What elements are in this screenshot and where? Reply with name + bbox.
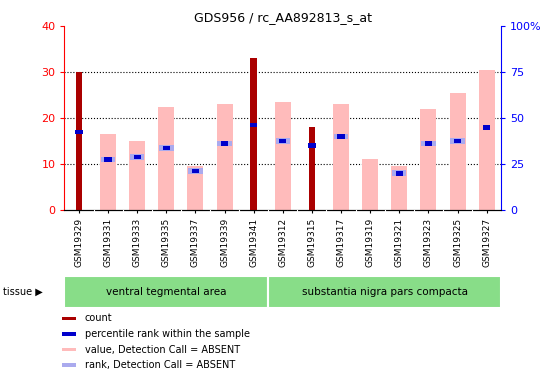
Bar (391, 166, 407, 210)
Bar (62, 363, 76, 367)
Bar (337, 134, 344, 139)
Bar (450, 138, 465, 144)
Bar (76, 72, 82, 210)
Bar (101, 157, 115, 162)
Bar (162, 146, 170, 150)
Bar (276, 138, 290, 144)
Text: ventral tegmental area: ventral tegmental area (106, 286, 227, 297)
Bar (268, 276, 501, 308)
Bar (75, 130, 83, 134)
Text: rank, Detection Call = ABSENT: rank, Detection Call = ABSENT (85, 360, 235, 370)
Text: GSM19341: GSM19341 (249, 218, 258, 267)
Bar (221, 141, 228, 146)
Bar (362, 159, 378, 210)
Bar (217, 141, 232, 146)
Text: GSM19315: GSM19315 (307, 218, 316, 267)
Text: GSM19331: GSM19331 (104, 218, 113, 267)
Bar (424, 141, 432, 146)
Bar (308, 143, 315, 148)
Bar (309, 128, 315, 210)
Bar (454, 139, 461, 143)
Text: GSM19319: GSM19319 (366, 218, 375, 267)
Bar (479, 70, 494, 210)
Text: GSM19335: GSM19335 (162, 218, 171, 267)
Bar (483, 125, 491, 130)
Bar (392, 171, 407, 176)
Bar (192, 169, 199, 173)
Text: GSM19329: GSM19329 (74, 218, 83, 267)
Text: GSM19317: GSM19317 (337, 218, 346, 267)
Bar (450, 93, 465, 210)
Bar (158, 106, 174, 210)
Text: GSM19312: GSM19312 (278, 218, 287, 267)
Text: GSM19321: GSM19321 (395, 218, 404, 267)
Text: GSM19325: GSM19325 (453, 218, 462, 267)
Text: GSM19323: GSM19323 (424, 218, 433, 267)
Text: GSM19327: GSM19327 (482, 218, 491, 267)
Bar (62, 332, 76, 336)
Text: value, Detection Call = ABSENT: value, Detection Call = ABSENT (85, 345, 240, 355)
Text: percentile rank within the sample: percentile rank within the sample (85, 329, 250, 339)
Bar (333, 104, 349, 210)
Bar (279, 139, 286, 143)
Bar (275, 102, 291, 210)
Text: tissue ▶: tissue ▶ (3, 286, 43, 297)
Bar (64, 276, 268, 308)
Text: count: count (85, 314, 112, 324)
Title: GDS956 / rc_AA892813_s_at: GDS956 / rc_AA892813_s_at (194, 11, 372, 24)
Bar (62, 348, 76, 351)
Bar (130, 154, 144, 160)
Bar (104, 157, 111, 162)
Bar (188, 166, 203, 210)
Bar (250, 58, 257, 210)
Text: GSM19333: GSM19333 (133, 218, 142, 267)
Bar (250, 123, 257, 128)
Bar (129, 141, 145, 210)
Text: GSM19339: GSM19339 (220, 218, 229, 267)
Bar (100, 134, 116, 210)
Bar (159, 145, 174, 151)
Text: substantia nigra pars compacta: substantia nigra pars compacta (302, 286, 468, 297)
Bar (421, 109, 436, 210)
Text: GSM19337: GSM19337 (191, 218, 200, 267)
Bar (421, 141, 436, 146)
Bar (133, 155, 141, 159)
Bar (334, 134, 348, 139)
Bar (62, 316, 76, 320)
Bar (217, 104, 232, 210)
Bar (188, 168, 203, 174)
Bar (395, 171, 403, 176)
